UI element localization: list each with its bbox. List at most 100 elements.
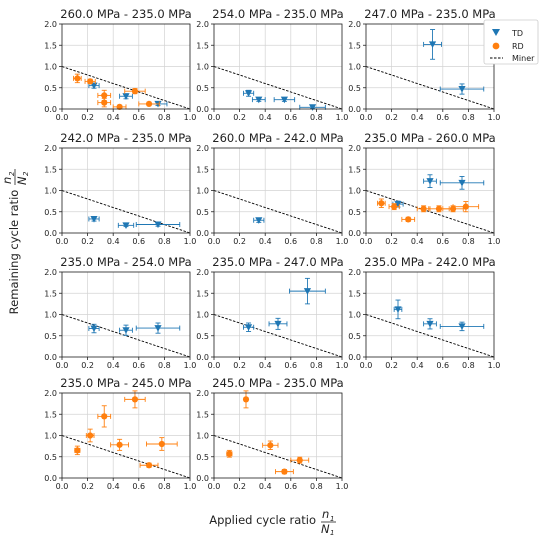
y-tick-label: 1.5: [44, 41, 57, 50]
data-point-td: [426, 178, 434, 185]
y-tick-label: 1.0: [348, 311, 361, 320]
x-tick-label: 0.6: [132, 237, 145, 246]
y-tick-label: 1.0: [44, 432, 57, 441]
plot-frame: [61, 23, 191, 110]
data-point-td: [458, 86, 466, 93]
x-tick-label: 0.4: [259, 482, 272, 491]
y-tick-label: 0.5: [196, 84, 209, 93]
x-tick-label: 0.4: [107, 482, 120, 491]
x-tick-label: 0.4: [411, 237, 424, 246]
plot-frame: [213, 147, 343, 234]
x-tick-label: 0.2: [385, 361, 398, 370]
x-tick-label: 0.8: [310, 361, 323, 370]
x-tick-label: 0.8: [158, 361, 171, 370]
legend-rd-marker: [492, 42, 500, 50]
y-tick-label: 0.5: [196, 332, 209, 341]
x-tick-label: 1.0: [488, 237, 501, 246]
x-tick-label: 1.0: [488, 113, 501, 122]
x-tick-label: 0.2: [81, 113, 94, 122]
data-point-td: [244, 324, 253, 331]
x-tick-label: 0.4: [411, 361, 424, 370]
data-point-rd: [435, 205, 443, 212]
subplot-title: 235.0 MPa - 254.0 MPa: [60, 255, 191, 269]
data-point-rd: [131, 396, 139, 403]
data-point-rd: [116, 441, 123, 448]
data-point-rd: [378, 200, 385, 207]
y-tick-label: 1.5: [44, 410, 57, 419]
y-tick-label: 2.0: [196, 144, 209, 153]
x-tick-label: 0.6: [284, 482, 297, 491]
y-axis-label-den-sub: 2: [22, 171, 30, 176]
y-tick-label: 0.0: [196, 229, 209, 238]
x-axis-label: Applied cycle ratio n 1 N 1: [209, 507, 336, 535]
subplot-title: 260.0 MPa - 242.0 MPa: [212, 131, 343, 145]
y-tick-label: 0.0: [196, 105, 209, 114]
y-tick-label: 1.0: [44, 63, 57, 72]
legend-td-label: TD: [511, 29, 523, 38]
data-point-td: [122, 93, 130, 100]
x-tick-label: 0.6: [284, 361, 297, 370]
x-tick-label: 0.4: [107, 113, 120, 122]
plot-frame: [365, 147, 495, 234]
data-point-rd: [145, 100, 153, 107]
data-point-td: [458, 323, 466, 330]
y-tick-label: 0.5: [44, 84, 57, 93]
y-tick-label: 0.5: [44, 332, 57, 341]
subplot-title: 235.0 MPa - 242.0 MPa: [364, 255, 495, 269]
x-axis-label-num-sub: 1: [330, 515, 334, 523]
x-tick-label: 0.8: [310, 113, 323, 122]
data-point-rd: [158, 440, 165, 448]
x-tick-label: 0.2: [81, 482, 94, 491]
y-tick-label: 2.0: [348, 268, 361, 277]
x-tick-label: 0.2: [81, 361, 94, 370]
y-tick-label: 1.0: [44, 311, 57, 320]
data-point-rd: [462, 203, 469, 210]
x-tick-label: 0.0: [208, 361, 221, 370]
x-tick-label: 0.6: [284, 113, 297, 122]
plot-frame: [213, 23, 343, 110]
data-point-rd: [267, 442, 274, 449]
y-tick-label: 1.5: [348, 41, 361, 50]
data-point-td: [244, 90, 253, 97]
y-tick-label: 0.0: [348, 229, 361, 238]
x-tick-label: 0.2: [233, 113, 246, 122]
x-tick-label: 1.0: [336, 482, 349, 491]
x-tick-label: 1.0: [184, 113, 197, 122]
error-bar-td: [423, 174, 437, 188]
data-point-rd: [87, 78, 94, 85]
y-tick-label: 0.0: [44, 105, 57, 114]
miner-line: [61, 190, 191, 234]
x-tick-label: 1.0: [184, 482, 197, 491]
data-point-td: [274, 320, 282, 328]
y-axis-label-num-sub: 2: [8, 171, 16, 176]
y-tick-label: 0.5: [44, 453, 57, 462]
miner-line: [61, 314, 191, 358]
data-point-td: [303, 288, 312, 295]
data-point-rd: [296, 457, 303, 464]
legend-td-marker: [492, 29, 500, 36]
y-tick-label: 0.5: [196, 208, 209, 217]
y-axis-label-num: n: [0, 177, 14, 184]
y-tick-label: 2.0: [196, 389, 209, 398]
data-point-td: [90, 325, 98, 333]
y-axis-label: Remaining cycle ratio n 2 N 2: [0, 169, 30, 314]
y-tick-label: 2.0: [348, 20, 361, 29]
y-tick-label: 2.0: [44, 20, 57, 29]
x-tick-label: 0.0: [56, 113, 69, 122]
x-tick-label: 0.6: [436, 237, 449, 246]
data-point-rd: [405, 216, 412, 223]
subplot-title: 242.0 MPa - 235.0 MPa: [60, 131, 191, 145]
x-tick-label: 0.4: [259, 361, 272, 370]
x-tick-label: 0.2: [385, 113, 398, 122]
x-tick-label: 1.0: [488, 361, 501, 370]
data-point-td: [426, 320, 434, 328]
data-point-rd: [74, 447, 81, 454]
x-tick-label: 1.0: [184, 237, 197, 246]
x-tick-label: 0.2: [233, 361, 246, 370]
y-tick-label: 1.5: [44, 289, 57, 298]
